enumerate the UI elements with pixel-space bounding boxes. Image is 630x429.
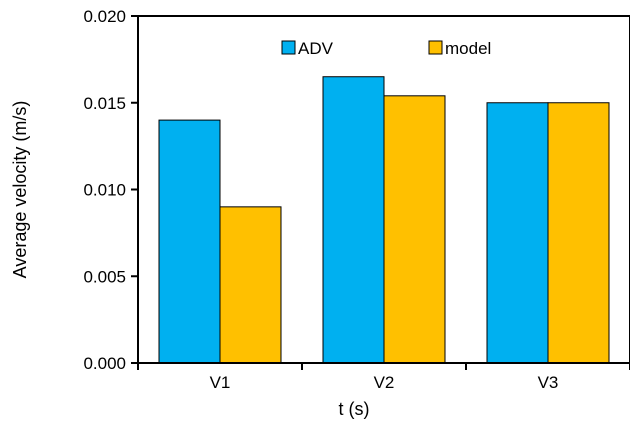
legend-swatch-adv [281, 40, 296, 55]
x-tick-label-v3: V3 [538, 373, 559, 392]
legend-label-adv: ADV [298, 39, 334, 58]
legend-swatch-model [428, 40, 443, 55]
bar-adv-v3 [486, 102, 549, 364]
bar-model-v1 [219, 206, 282, 364]
y-tick-label: 0.005 [83, 267, 126, 286]
bar-adv-v1 [158, 119, 221, 364]
y-tick-label: 0.000 [83, 354, 126, 373]
bar-model-v3 [547, 102, 610, 364]
y-tick-label: 0.015 [83, 94, 126, 113]
y-tick-label: 0.020 [83, 7, 126, 26]
y-axis-title: Average velocity (m/s) [10, 101, 30, 279]
x-tick-label-v2: V2 [374, 373, 395, 392]
x-axis-title: t (s) [339, 399, 370, 419]
legend: ADV model [281, 39, 491, 58]
y-tick-label: 0.010 [83, 181, 126, 200]
ticks-layer: 0.000 0.005 0.010 0.015 0.020 V1 V2 V3 [83, 7, 630, 392]
bar-model-v2 [383, 95, 446, 364]
x-tick-label-v1: V1 [210, 373, 231, 392]
bars-layer [158, 76, 610, 364]
bar-adv-v2 [322, 76, 385, 364]
legend-label-model: model [445, 39, 491, 58]
